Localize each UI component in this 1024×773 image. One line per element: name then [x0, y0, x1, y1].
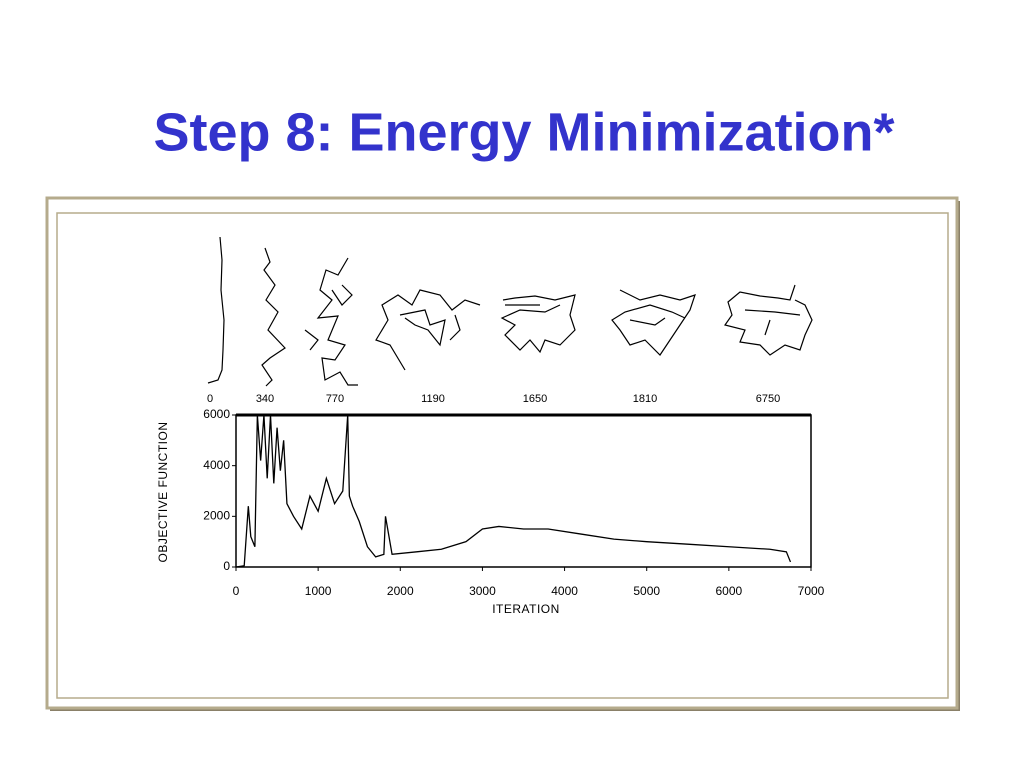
snapshot-label: 340 — [256, 393, 274, 405]
slide-title: Step 8: Energy Minimization* — [153, 102, 894, 162]
y-tick-label: 0 — [223, 559, 230, 573]
x-tick-label: 5000 — [633, 584, 660, 598]
conformation — [611, 289, 696, 356]
snapshot-label: 0 — [207, 393, 213, 405]
conformation — [207, 236, 225, 384]
y-tick-label: 2000 — [203, 509, 230, 523]
snapshot-label: 6750 — [756, 393, 780, 405]
conformation — [724, 284, 813, 356]
conformation — [304, 257, 358, 386]
x-tick-label: 4000 — [551, 584, 578, 598]
snapshot-label: 1810 — [633, 393, 657, 405]
x-tick-label: 3000 — [469, 584, 496, 598]
snapshot-label: 1650 — [523, 393, 547, 405]
conformation — [261, 247, 286, 387]
plot: 0 1000 2000 3000 4000 5000 6000 7000 0 2000 4000 60… — [203, 393, 824, 598]
x-tick-label: 7000 — [798, 584, 825, 598]
snapshot-label: 770 — [326, 393, 344, 405]
conformation — [375, 289, 481, 371]
snapshot-label: 1190 — [421, 393, 445, 405]
conformation — [500, 294, 576, 354]
conformations — [207, 236, 813, 387]
y-axis-title: OBJECTIVE FUNCTION — [156, 421, 170, 562]
inner-frame — [56, 212, 949, 699]
x-tick-label: 2000 — [387, 584, 414, 598]
y-tick-label: 6000 — [203, 407, 230, 421]
y-tick-label: 4000 — [203, 458, 230, 472]
x-tick-label: 1000 — [305, 584, 332, 598]
data-line — [235, 414, 792, 568]
x-tick-label: 0 — [233, 584, 240, 598]
x-axis-title: ITERATION — [492, 602, 560, 616]
x-tick-label: 6000 — [716, 584, 743, 598]
